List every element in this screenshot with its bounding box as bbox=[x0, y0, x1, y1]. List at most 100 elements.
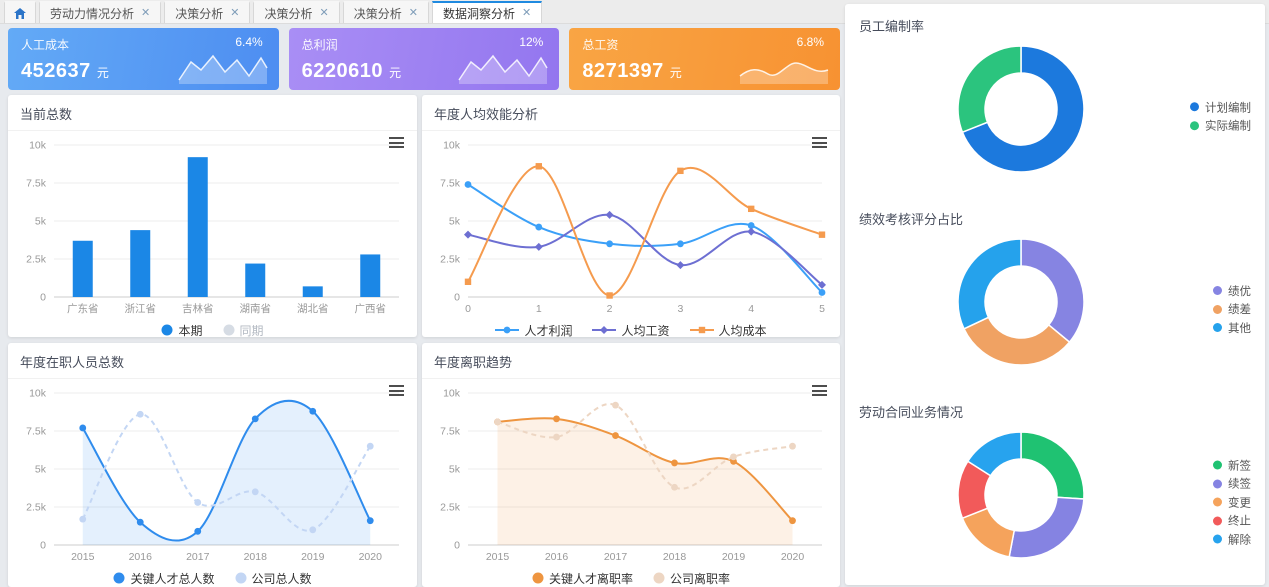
kpi-card-total-salary[interactable]: 总工资 8271397 元 6.8% bbox=[569, 28, 841, 90]
donut-chart[interactable]: 计划编制实际编制 bbox=[845, 35, 1265, 197]
legend-dot bbox=[1213, 479, 1222, 488]
close-icon[interactable]: ✕ bbox=[319, 6, 329, 19]
legend-item[interactable]: 关键人才总人数 bbox=[113, 570, 215, 587]
legend-dot bbox=[1213, 323, 1222, 332]
svg-text:0: 0 bbox=[454, 292, 460, 304]
legend-dot bbox=[1213, 497, 1222, 507]
close-icon[interactable]: ✕ bbox=[521, 6, 532, 19]
chart-title: 年度人均效能分析 bbox=[422, 95, 840, 131]
donut-legend: 绩优绩差其他 bbox=[1213, 280, 1251, 338]
svg-text:10k: 10k bbox=[29, 140, 47, 152]
chart-plot-area[interactable]: 0 2.5k 5k 7.5k 10k 0 1 2 3 4 5 bbox=[422, 131, 840, 319]
legend-label: 计划编制 bbox=[1205, 101, 1251, 114]
svg-text:2.5k: 2.5k bbox=[440, 254, 461, 266]
svg-text:5k: 5k bbox=[35, 464, 47, 476]
svg-text:湖南省: 湖南省 bbox=[240, 302, 272, 315]
legend-item[interactable]: 本期 bbox=[161, 322, 203, 338]
tab-label: 数据洞察分析 bbox=[442, 6, 515, 21]
svg-text:10k: 10k bbox=[443, 140, 461, 152]
sparkline-icon bbox=[177, 50, 269, 86]
legend-item[interactable]: 同期 bbox=[223, 322, 264, 338]
svg-text:7.5k: 7.5k bbox=[440, 178, 461, 190]
legend-item[interactable]: 绩差 bbox=[1213, 301, 1251, 317]
svg-text:7.5k: 7.5k bbox=[440, 426, 461, 438]
kpi-card-labor-cost[interactable]: 人工成本 452637 元 6.4% bbox=[8, 28, 279, 90]
svg-text:7.5k: 7.5k bbox=[26, 426, 47, 438]
chart-title: 绩效考核评分占比 bbox=[859, 212, 964, 227]
donut-legend: 新签续签变更终止解除 bbox=[1213, 455, 1251, 550]
svg-text:1: 1 bbox=[536, 303, 542, 315]
svg-text:浙江省: 浙江省 bbox=[125, 302, 157, 315]
kpi-row: 人工成本 452637 元 6.4% 总利润 6220610 元 12% 总工资… bbox=[8, 28, 841, 90]
legend-label: 绩优 bbox=[1228, 285, 1251, 298]
home-tab[interactable] bbox=[4, 1, 36, 23]
legend-item[interactable]: 其他 bbox=[1213, 320, 1251, 336]
sparkline-icon bbox=[738, 50, 830, 86]
legend-item[interactable]: 新签 bbox=[1213, 457, 1251, 473]
close-icon[interactable]: ✕ bbox=[230, 6, 240, 19]
chart-plot-area[interactable]: 0 2.5k 5k 7.5k 10k 2015 2016 2017 2018 2019 2020 bbox=[422, 379, 840, 567]
tab-0[interactable]: 劳动力情况分析 ✕ bbox=[39, 1, 162, 23]
donut-chart[interactable]: 绩优绩差其他 bbox=[845, 228, 1265, 390]
tab-2[interactable]: 决策分析 ✕ bbox=[253, 1, 340, 23]
legend-item[interactable]: 人均成本 bbox=[689, 322, 767, 338]
hamburger-menu-icon[interactable] bbox=[812, 385, 827, 399]
chart-plot-area[interactable]: 0 2.5k 5k 7.5k 10k 2015 2016 2017 2018 2019 2020 bbox=[8, 379, 417, 567]
legend-item[interactable]: 计划编制 bbox=[1190, 99, 1251, 115]
hamburger-menu-icon[interactable] bbox=[812, 137, 827, 151]
legend-label: 人均成本 bbox=[718, 323, 767, 338]
legend-item[interactable]: 人均工资 bbox=[592, 322, 670, 337]
chart-legend: 关键人才离职率 公司离职率 bbox=[422, 567, 840, 587]
donut-section-performance-share: 绩效考核评分占比绩优绩差其他 bbox=[845, 197, 1265, 390]
kpi-delta: 12% bbox=[519, 35, 544, 49]
legend-label: 变更 bbox=[1228, 497, 1251, 509]
kpi-title: 总利润 bbox=[301, 38, 338, 52]
close-icon[interactable]: ✕ bbox=[141, 6, 151, 19]
svg-text:2018: 2018 bbox=[663, 551, 687, 563]
kpi-delta: 6.4% bbox=[235, 35, 263, 49]
hamburger-menu-icon[interactable] bbox=[389, 385, 404, 399]
tab-label: 决策分析 bbox=[264, 6, 313, 21]
legend-item[interactable]: 变更 bbox=[1213, 494, 1251, 510]
legend-dot bbox=[1213, 304, 1222, 314]
svg-text:2.5k: 2.5k bbox=[26, 254, 47, 266]
legend-item[interactable]: 人才利润 bbox=[495, 322, 572, 337]
legend-item[interactable]: 公司离职率 bbox=[653, 570, 730, 587]
legend-item[interactable]: 绩优 bbox=[1213, 283, 1251, 299]
donut-chart[interactable]: 新签续签变更终止解除 bbox=[845, 421, 1265, 583]
legend-item[interactable]: 解除 bbox=[1213, 531, 1251, 547]
svg-text:湖北省: 湖北省 bbox=[297, 302, 329, 315]
legend-item[interactable]: 续签 bbox=[1213, 476, 1251, 492]
close-icon[interactable]: ✕ bbox=[408, 6, 418, 19]
svg-text:2016: 2016 bbox=[545, 551, 569, 563]
kpi-card-total-profit[interactable]: 总利润 6220610 元 12% bbox=[288, 28, 560, 90]
legend-item[interactable]: 实际编制 bbox=[1190, 117, 1251, 133]
svg-text:2020: 2020 bbox=[781, 551, 805, 563]
chart-plot-area[interactable]: 0 2.5k 5k 7.5k 10k 广东省 浙江省 吉林省 湖南省 湖北省 广西省 bbox=[8, 131, 417, 319]
home-icon bbox=[14, 7, 26, 19]
legend-label: 公司总人数 bbox=[251, 571, 312, 586]
chart-card-headcount: 年度在职人员总数 0 2.5k 5k 7.5k 10k 2015 2016 2017 2018 20… bbox=[8, 343, 417, 587]
chart-card-current-total: 当前总数 0 2.5k 5k 7.5k 10k 广东省 浙江省 吉林省 湖南省 湖北省 广西省 本期 同期 bbox=[8, 95, 417, 337]
svg-text:2019: 2019 bbox=[301, 551, 325, 563]
hamburger-menu-icon[interactable] bbox=[389, 137, 404, 151]
tab-4[interactable]: 数据洞察分析 ✕ bbox=[431, 1, 543, 23]
legend-item[interactable]: 公司总人数 bbox=[235, 570, 312, 587]
legend-label: 关键人才离职率 bbox=[548, 571, 633, 586]
donut-panel: 员工编制率 计划编制 实际编制 绩效考核评分占比 绩优 绩差 其他 劳动合同业务情况 新签 续签变… bbox=[845, 4, 1265, 585]
kpi-value: 452637 元 bbox=[21, 60, 110, 82]
svg-text:2.5k: 2.5k bbox=[440, 502, 461, 514]
chart-title: 年度离职趋势 bbox=[422, 343, 840, 379]
tab-1[interactable]: 决策分析 ✕ bbox=[164, 1, 251, 23]
legend-label: 同期 bbox=[239, 323, 264, 338]
tab-label: 决策分析 bbox=[175, 6, 224, 21]
svg-text:2018: 2018 bbox=[244, 551, 268, 563]
legend-dot bbox=[1213, 516, 1222, 525]
legend-item[interactable]: 关键人才离职率 bbox=[532, 570, 633, 587]
tab-3[interactable]: 决策分析 ✕ bbox=[342, 1, 429, 23]
legend-item[interactable]: 终止 bbox=[1213, 513, 1251, 529]
svg-text:5k: 5k bbox=[449, 216, 461, 228]
kpi-value: 6220610 元 bbox=[301, 60, 402, 82]
legend-dot bbox=[1190, 102, 1199, 112]
legend-label: 本期 bbox=[178, 323, 203, 338]
